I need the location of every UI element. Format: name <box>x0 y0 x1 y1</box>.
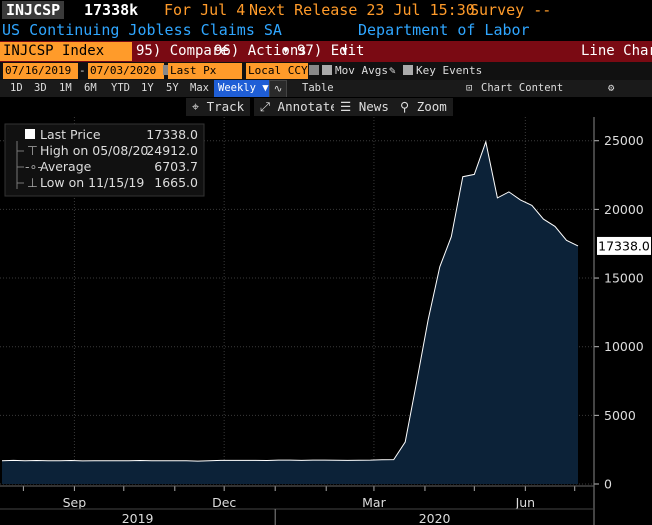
end-date-input[interactable]: 07/03/2020 <box>88 63 164 79</box>
period-max[interactable]: Max <box>190 82 209 94</box>
y-tick-label: 25000 <box>604 133 644 148</box>
chevron-down-icon: ▼ <box>262 82 269 94</box>
news-icon: ☰ <box>340 99 352 114</box>
frequency-select[interactable]: Weekly ▼ <box>214 80 273 97</box>
last-value: 17338k <box>84 1 139 19</box>
frequency-label: Weekly <box>218 82 256 94</box>
period-label: For Jul 4 <box>164 1 246 19</box>
ticker-symbol[interactable]: INJCSP <box>2 1 65 19</box>
next-release: Next Release 23 Jul 15:30 <box>249 1 475 19</box>
period-1m[interactable]: 1M <box>59 82 72 94</box>
x-axis: Sep Dec Mar Jun 2019 2020 <box>0 485 594 525</box>
average-marker-icon: -∘- <box>25 159 42 174</box>
legend-average-value: 6703.7 <box>154 159 198 174</box>
security-name: US Continuing Jobless Claims SA <box>2 21 282 39</box>
actions-button[interactable]: 96) Actions <box>214 43 307 59</box>
chevron-down-icon[interactable]: ▼ <box>283 46 289 56</box>
survey-label: Survey -- <box>470 1 552 19</box>
period-6m[interactable]: 6M <box>84 82 97 94</box>
x-tick-label: Sep <box>63 495 87 510</box>
annotate-icon: ⤢ <box>260 99 271 114</box>
table-button[interactable]: Table <box>302 82 334 94</box>
y-tick-label: 15000 <box>604 271 644 286</box>
last-value-text: 17338.0 <box>598 238 650 253</box>
date-range-bar: 07/16/2019 - 07/03/2020 Last Px Local CC… <box>0 62 652 80</box>
date-separator: - <box>79 64 86 77</box>
legend-high-value: 24912.0 <box>146 143 198 158</box>
high-marker-icon: ⊤ <box>27 143 38 158</box>
legend-swatch <box>25 129 35 139</box>
search-icon: ⚲ <box>400 99 410 114</box>
key-events-checkbox[interactable] <box>403 65 413 75</box>
y-tick-label: 20000 <box>604 202 644 217</box>
legend-high-label: High on 05/08/20 <box>40 143 148 158</box>
currency-dropdown-icon[interactable] <box>309 65 319 75</box>
legend-low-label: Low on 11/15/19 <box>40 175 144 190</box>
legend-last-price-label: Last Price <box>40 127 101 142</box>
last-value-box <box>597 236 651 255</box>
last-value-tag: 17338.0 <box>597 236 651 255</box>
period-5y[interactable]: 5Y <box>166 82 179 94</box>
legend-average-label: Average <box>40 159 92 174</box>
x-tick-label: Dec <box>212 495 236 510</box>
y-tick-label: 5000 <box>604 408 636 423</box>
period-ytd[interactable]: YTD <box>111 82 130 94</box>
currency-select[interactable]: Local CCY <box>246 63 308 79</box>
crosshair-icon: ⌖ <box>192 99 200 114</box>
chevron-down-icon[interactable]: ▼ <box>342 46 348 56</box>
legend-last-price-value: 17338.0 <box>146 127 198 142</box>
area-fill <box>2 141 578 484</box>
key-events-label[interactable]: Key Events <box>416 64 483 77</box>
x-tick-label: Jun <box>515 495 536 510</box>
track-button[interactable]: ⌖ Track <box>186 98 251 116</box>
pencil-icon[interactable]: ✎ <box>389 64 396 77</box>
zoom-label: Zoom <box>416 99 447 114</box>
year-label: 2019 <box>122 511 154 525</box>
edit-button[interactable]: 97) Edit <box>297 43 365 59</box>
chart-type-label: Line Chart <box>581 43 652 59</box>
data-source: Department of Labor <box>358 21 530 39</box>
y-tick-label: 0 <box>604 477 612 492</box>
zoom-button[interactable]: ⚲ Zoom <box>394 98 453 116</box>
low-marker-icon: ⊥ <box>27 175 38 190</box>
field-select[interactable]: Last Px <box>168 63 242 79</box>
mov-avgs-label[interactable]: Mov Avgs <box>335 64 388 77</box>
annotate-button[interactable]: ⤢ Annotate <box>254 98 344 116</box>
legend-low-value: 1665.0 <box>154 175 198 190</box>
gear-icon[interactable]: ⚙ <box>608 82 615 94</box>
year-label: 2020 <box>419 511 451 525</box>
command-bar: INJCSP Index 95) Compare 96) Actions ▼ 9… <box>0 41 652 62</box>
chart-tools: ⌖ Track ⤢ Annotate ☰ News ⚲ Zoom <box>0 97 652 117</box>
track-label: Track <box>206 99 245 114</box>
legend-box: Last Price 17338.0 ⊤ High on 05/08/20 24… <box>4 123 205 197</box>
period-1d[interactable]: 1D <box>10 82 23 94</box>
chart-content-button[interactable]: Chart Content <box>481 82 564 94</box>
period-bar: 1D 3D 1M 6M YTD 1Y 5Y Max Weekly ▼ ∿ Tab… <box>0 80 652 99</box>
mov-avgs-checkbox[interactable] <box>322 65 332 75</box>
series-line <box>1 140 579 462</box>
compare-button[interactable]: 95) Compare <box>136 43 229 59</box>
y-tick-label: 10000 <box>604 339 644 354</box>
index-field[interactable]: INJCSP Index <box>0 42 132 61</box>
x-tick-label: Mar <box>362 495 386 510</box>
chart-content-icon[interactable]: ⊡ <box>466 82 473 94</box>
period-1y[interactable]: 1Y <box>141 82 154 94</box>
period-3d[interactable]: 3D <box>34 82 47 94</box>
start-date-input[interactable]: 07/16/2019 <box>3 63 78 79</box>
news-label: News <box>358 99 389 114</box>
line-chart[interactable]: 0 5000 10000 15000 20000 25000 Sep Dec Mar Jun 20… <box>0 117 652 525</box>
news-button[interactable]: ☰ News <box>334 98 395 116</box>
y-axis: 0 5000 10000 15000 20000 25000 <box>593 117 644 525</box>
annotate-label: Annotate <box>277 99 338 114</box>
security-description: US Continuing Jobless Claims SA Departme… <box>0 21 652 41</box>
security-header: INJCSP 17338k For Jul 4 Next Release 23 … <box>0 0 652 21</box>
